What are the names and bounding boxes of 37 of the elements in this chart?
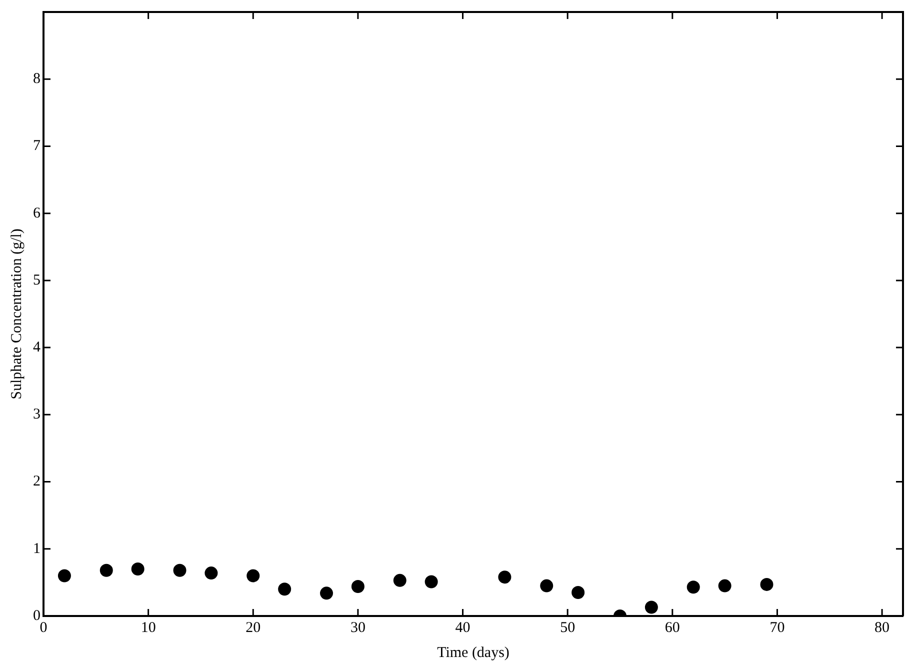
point (246, 569, 260, 582)
point (572, 586, 585, 600)
x-tick-label: 10 (140, 620, 156, 636)
point (320, 586, 334, 600)
x-tick-label: 20 (246, 620, 261, 636)
point (58, 569, 71, 582)
y-tick-label: 0 (33, 608, 40, 624)
point (498, 570, 512, 584)
point (644, 600, 658, 614)
x-tick-label: 50 (560, 620, 576, 636)
x-tick-label: 60 (664, 620, 680, 636)
y-tick-label: 1 (33, 540, 40, 557)
point (393, 574, 406, 587)
y-tick-label: 7 (33, 138, 41, 154)
x-tick-label: 40 (455, 620, 470, 636)
point (424, 575, 438, 588)
y-tick-label: 5 (33, 272, 40, 288)
point (173, 564, 186, 577)
x-tick-label: 80 (874, 620, 890, 636)
y-tick-label: 4 (33, 339, 41, 356)
point (760, 578, 774, 591)
y-tick-label: 2 (33, 474, 40, 490)
point (131, 562, 144, 576)
x-tick-label: 70 (770, 620, 785, 636)
y-axis-title: Sulphate Concentration (g/l) (8, 228, 25, 400)
point (540, 579, 554, 592)
point (100, 564, 113, 577)
x-tick-label: 30 (350, 620, 366, 636)
x-axis-title: Time (days) (437, 644, 510, 661)
point (204, 566, 218, 580)
y-tick-label: 8 (33, 71, 40, 88)
point (686, 580, 700, 594)
point (351, 580, 364, 593)
y-tick-label: 3 (33, 406, 40, 423)
y-tick-label: 6 (33, 205, 41, 222)
point (278, 582, 292, 596)
point (718, 579, 732, 592)
